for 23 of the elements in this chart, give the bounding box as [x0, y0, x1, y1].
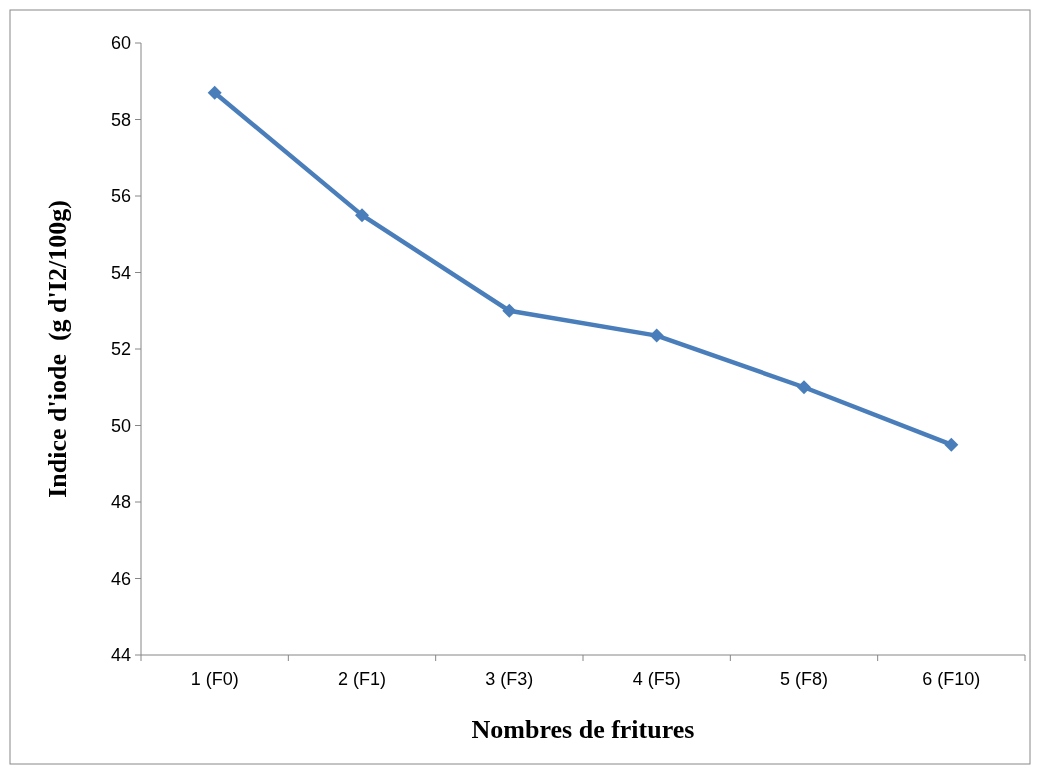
- y-tick-label: 56: [110, 186, 131, 207]
- point: [355, 208, 369, 223]
- x-tick-label: 6 (F10): [922, 669, 981, 689]
- point: [649, 328, 664, 343]
- y-tick-label: 44: [110, 645, 131, 666]
- x-tick-label: 3 (F3): [485, 669, 534, 689]
- y-axis-title: Indice d'iode (g d'I2/100g): [43, 200, 72, 498]
- point: [207, 85, 222, 100]
- x-tick-label: 4 (F5): [632, 669, 681, 689]
- x-tick-label: 1 (F0): [190, 669, 239, 689]
- x-tick-label: 2 (F1): [337, 669, 387, 689]
- point: [944, 437, 959, 452]
- y-tick-label: 60: [110, 33, 131, 54]
- x-axis-title: Nombres de fritures: [471, 715, 695, 744]
- point: [797, 380, 811, 395]
- y-tick-label: 54: [110, 262, 131, 283]
- y-tick-label: 50: [110, 415, 131, 436]
- y-tick-label: 58: [110, 109, 131, 130]
- y-tick-label: 52: [110, 339, 131, 360]
- y-tick-label: 48: [110, 492, 131, 513]
- x-tick-label: 5 (F8): [779, 669, 829, 689]
- y-tick-label: 46: [110, 568, 131, 589]
- point: [502, 303, 517, 318]
